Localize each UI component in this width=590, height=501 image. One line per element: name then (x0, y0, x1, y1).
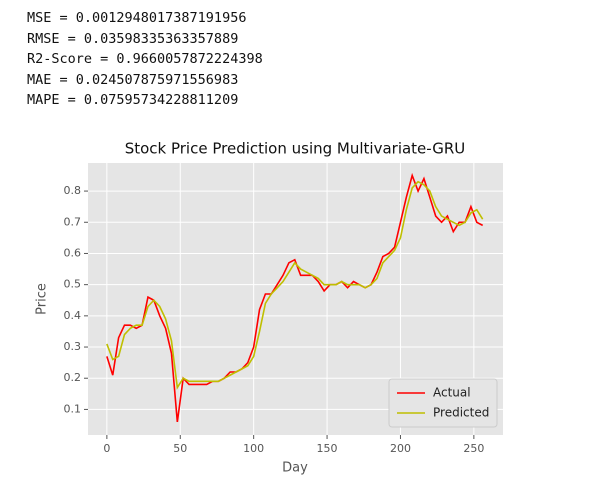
output-line: MAPE = 0.07595734228811209 (27, 92, 239, 108)
x-tick-label: 150 (317, 442, 338, 455)
x-tick-label: 250 (463, 442, 484, 455)
y-tick-label: 0.8 (64, 184, 82, 197)
y-tick-label: 0.1 (64, 402, 82, 415)
y-tick-label: 0.4 (64, 309, 82, 322)
y-tick-label: 0.7 (64, 215, 82, 228)
y-tick-label: 0.2 (64, 371, 82, 384)
x-tick-label: 50 (173, 442, 187, 455)
y-tick-label: 0.5 (64, 278, 82, 291)
output-line: MSE = 0.0012948017387191956 (27, 10, 247, 26)
x-tick-label: 200 (390, 442, 411, 455)
output-line: MAE = 0.024507875971556983 (27, 71, 239, 88)
legend-label: Actual (433, 386, 471, 400)
chart-title: Stock Price Prediction using Multivariat… (125, 140, 466, 158)
output-line: R2-Score = 0.9660057872224398 (27, 51, 263, 67)
x-tick-label: 0 (103, 442, 110, 455)
y-axis-label: Price (35, 283, 50, 315)
data-line (106, 172, 484, 423)
legend-box (388, 378, 498, 428)
x-axis-label: Day (282, 461, 308, 476)
legend-label: Predicted (433, 406, 489, 420)
x-tick-label: 100 (243, 442, 264, 455)
output-line: RMSE = 0.03598335363357889 (27, 30, 239, 47)
output-text: MSE = 0.0012948017387191956 RMSE = 0.0359… (27, 8, 263, 111)
data-line (106, 180, 484, 390)
y-tick-label: 0.6 (64, 246, 82, 259)
y-tick-label: 0.3 (64, 340, 82, 353)
